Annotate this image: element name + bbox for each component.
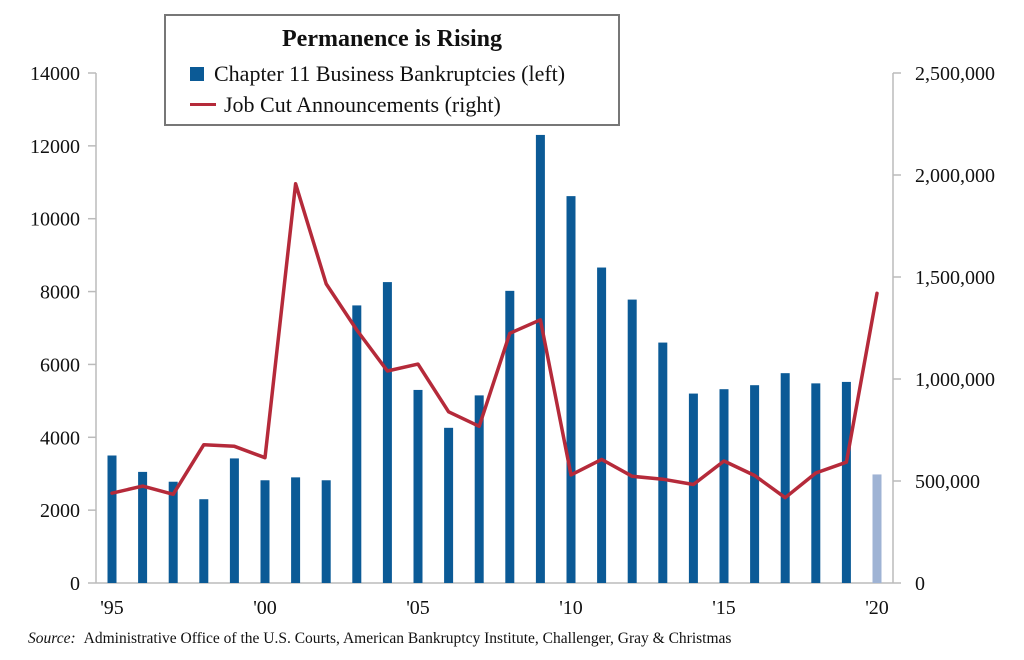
right-tick-label: 1,500,000 [915, 267, 995, 289]
x-tick-label: '00 [253, 597, 277, 619]
bar [658, 342, 668, 583]
x-tick-label: '05 [406, 597, 430, 619]
left-tick-label: 14000 [30, 63, 80, 85]
bar [780, 373, 790, 583]
bar [321, 480, 331, 583]
bar [138, 471, 148, 583]
x-tick-label: '95 [100, 597, 124, 619]
chart-title: Permanence is Rising [282, 26, 502, 52]
source-note: Source: Administrative Office of the U.S.… [28, 630, 731, 648]
legend-bar-swatch [190, 66, 204, 81]
bar [474, 395, 484, 583]
source-text: Administrative Office of the U.S. Courts… [83, 630, 732, 647]
legend-label-bankruptcies: Chapter 11 Business Bankruptcies (left) [214, 61, 566, 86]
bar [382, 282, 392, 583]
bar [291, 477, 301, 583]
right-tick-label: 2,000,000 [915, 165, 995, 187]
right-tick-label: 0 [915, 573, 925, 595]
bar [841, 381, 851, 583]
job-cuts-line [110, 182, 879, 500]
bar [750, 385, 760, 583]
left-tick-label: 4000 [40, 427, 80, 449]
chart-legend: Permanence is Rising Chapter 11 Business… [164, 14, 620, 126]
left-tick-label: 0 [70, 573, 80, 595]
bar [505, 290, 515, 583]
legend-item-job-cuts: Job Cut Announcements (right) [190, 92, 501, 118]
bar [168, 481, 178, 583]
source-label: Source: [28, 630, 76, 647]
legend-line-swatch [190, 103, 216, 107]
bar [413, 389, 423, 583]
left-tick-label: 6000 [40, 354, 80, 376]
bar [107, 455, 117, 583]
legend-label-job-cuts: Job Cut Announcements (right) [224, 92, 501, 117]
right-tick-label: 500,000 [915, 471, 980, 493]
right-tick-label: 2,500,000 [915, 63, 995, 85]
bar [199, 499, 209, 583]
right-tick-label: 1,000,000 [915, 369, 995, 391]
bar [260, 480, 270, 583]
bar [535, 134, 545, 583]
left-tick-label: 2000 [40, 500, 80, 522]
bar [872, 474, 882, 583]
left-tick-label: 10000 [30, 209, 80, 231]
legend-item-bankruptcies: Chapter 11 Business Bankruptcies (left) [190, 61, 565, 87]
bar [811, 383, 821, 583]
bar [229, 458, 239, 583]
x-tick-label: '10 [559, 597, 583, 619]
bar [352, 305, 362, 583]
bar [719, 389, 729, 583]
x-tick-label: '20 [865, 597, 889, 619]
bar [566, 196, 576, 583]
left-tick-label: 12000 [30, 136, 80, 158]
x-tick-label: '15 [712, 597, 736, 619]
bar [688, 393, 698, 583]
bar [597, 267, 607, 583]
bar [627, 299, 637, 583]
left-tick-label: 8000 [40, 282, 80, 304]
bar [444, 427, 454, 583]
